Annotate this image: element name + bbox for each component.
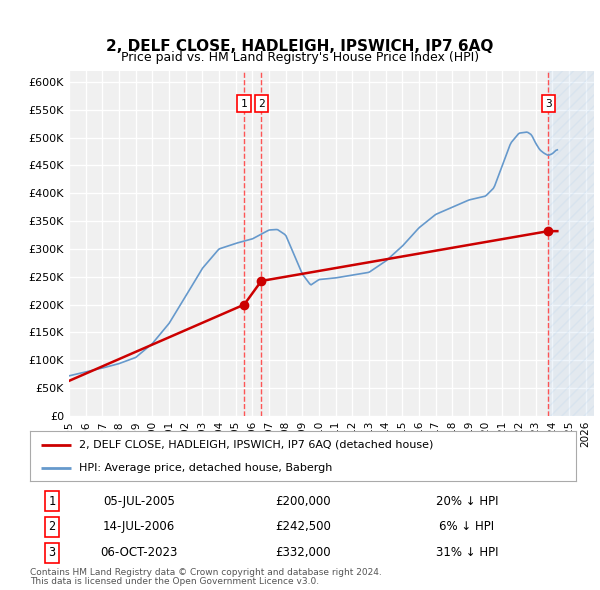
- Text: £200,000: £200,000: [275, 494, 331, 507]
- Text: 6% ↓ HPI: 6% ↓ HPI: [439, 520, 494, 533]
- Text: This data is licensed under the Open Government Licence v3.0.: This data is licensed under the Open Gov…: [30, 577, 319, 586]
- Text: 2, DELF CLOSE, HADLEIGH, IPSWICH, IP7 6AQ (detached house): 2, DELF CLOSE, HADLEIGH, IPSWICH, IP7 6A…: [79, 440, 434, 450]
- Text: £242,500: £242,500: [275, 520, 331, 533]
- Text: 20% ↓ HPI: 20% ↓ HPI: [436, 494, 498, 507]
- Text: 14-JUL-2006: 14-JUL-2006: [103, 520, 175, 533]
- Text: Price paid vs. HM Land Registry's House Price Index (HPI): Price paid vs. HM Land Registry's House …: [121, 51, 479, 64]
- Text: 1: 1: [48, 494, 55, 507]
- Text: Contains HM Land Registry data © Crown copyright and database right 2024.: Contains HM Land Registry data © Crown c…: [30, 568, 382, 577]
- Text: £332,000: £332,000: [275, 546, 331, 559]
- Text: 06-OCT-2023: 06-OCT-2023: [101, 546, 178, 559]
- Text: 3: 3: [545, 99, 552, 109]
- Text: 3: 3: [48, 546, 55, 559]
- Text: 1: 1: [241, 99, 248, 109]
- Text: 2: 2: [258, 99, 265, 109]
- Text: HPI: Average price, detached house, Babergh: HPI: Average price, detached house, Babe…: [79, 463, 332, 473]
- Text: 31% ↓ HPI: 31% ↓ HPI: [436, 546, 498, 559]
- Text: 2: 2: [48, 520, 55, 533]
- Text: 05-JUL-2005: 05-JUL-2005: [103, 494, 175, 507]
- Text: 2, DELF CLOSE, HADLEIGH, IPSWICH, IP7 6AQ: 2, DELF CLOSE, HADLEIGH, IPSWICH, IP7 6A…: [106, 38, 494, 54]
- Bar: [548, 71, 594, 416]
